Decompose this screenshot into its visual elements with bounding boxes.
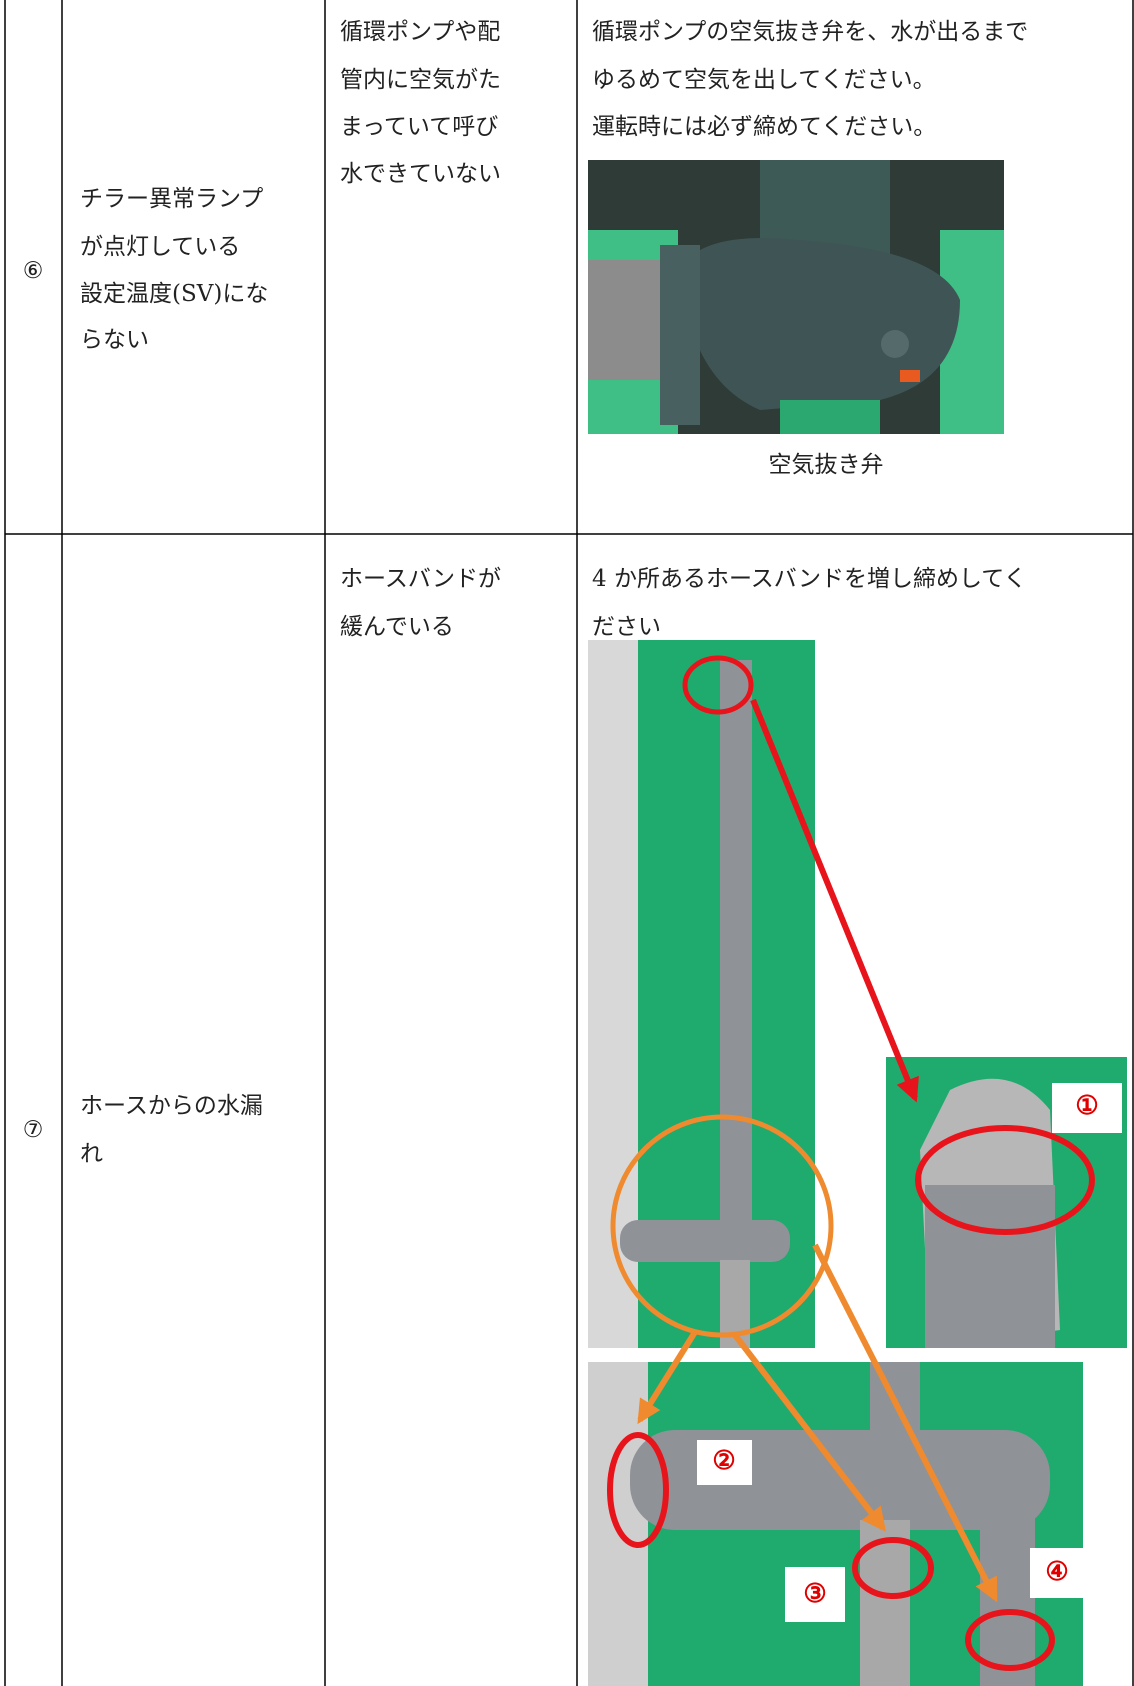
pump-photo [588,160,1004,434]
cause-line: 水できていない [340,161,501,187]
cause-line: まっていて呼び [340,114,498,140]
arrows [637,698,998,1603]
table-rules [4,0,1134,1686]
photo-label: ② [712,1446,735,1476]
symptom-line: れ [80,1141,103,1167]
symptom-line: らない [80,327,149,353]
row-number: ⑦ [23,1117,44,1143]
symptom-line: が点灯している [80,234,240,260]
photo-label: ③ [803,1579,826,1609]
photo-label: ① [1075,1091,1098,1121]
remedy-line: 運転時には必ず締めてください。 [592,114,936,140]
row-number: ⑥ [23,258,44,284]
cause-line: 循環ポンプや配 [340,19,500,45]
remedy-line: ださい [592,614,661,640]
remedy-line: 4 か所あるホースバンドを増し締めしてく [592,566,1027,592]
photo-caption: 空気抜き弁 [769,452,884,478]
hose-photo-overview [588,640,834,1348]
symptom-line: チラー異常ランプ [80,186,263,212]
symptom-line: ホースからの水漏 [80,1093,263,1119]
hose-photo-bands234 [588,1362,1083,1686]
cause-line: 緩んでいる [340,614,454,640]
remedy-line: ゆるめて空気を出してください。 [592,67,936,93]
symptom-line: 設定温度(SV)にな [80,281,268,307]
cause-line: ホースバンドが [340,566,501,592]
photo-label: ④ [1045,1557,1068,1587]
hose-photo-band1 [886,1057,1127,1348]
remedy-line: 循環ポンプの空気抜き弁を、水が出るまで [592,19,1028,45]
cause-line: 管内に空気がた [340,67,501,93]
